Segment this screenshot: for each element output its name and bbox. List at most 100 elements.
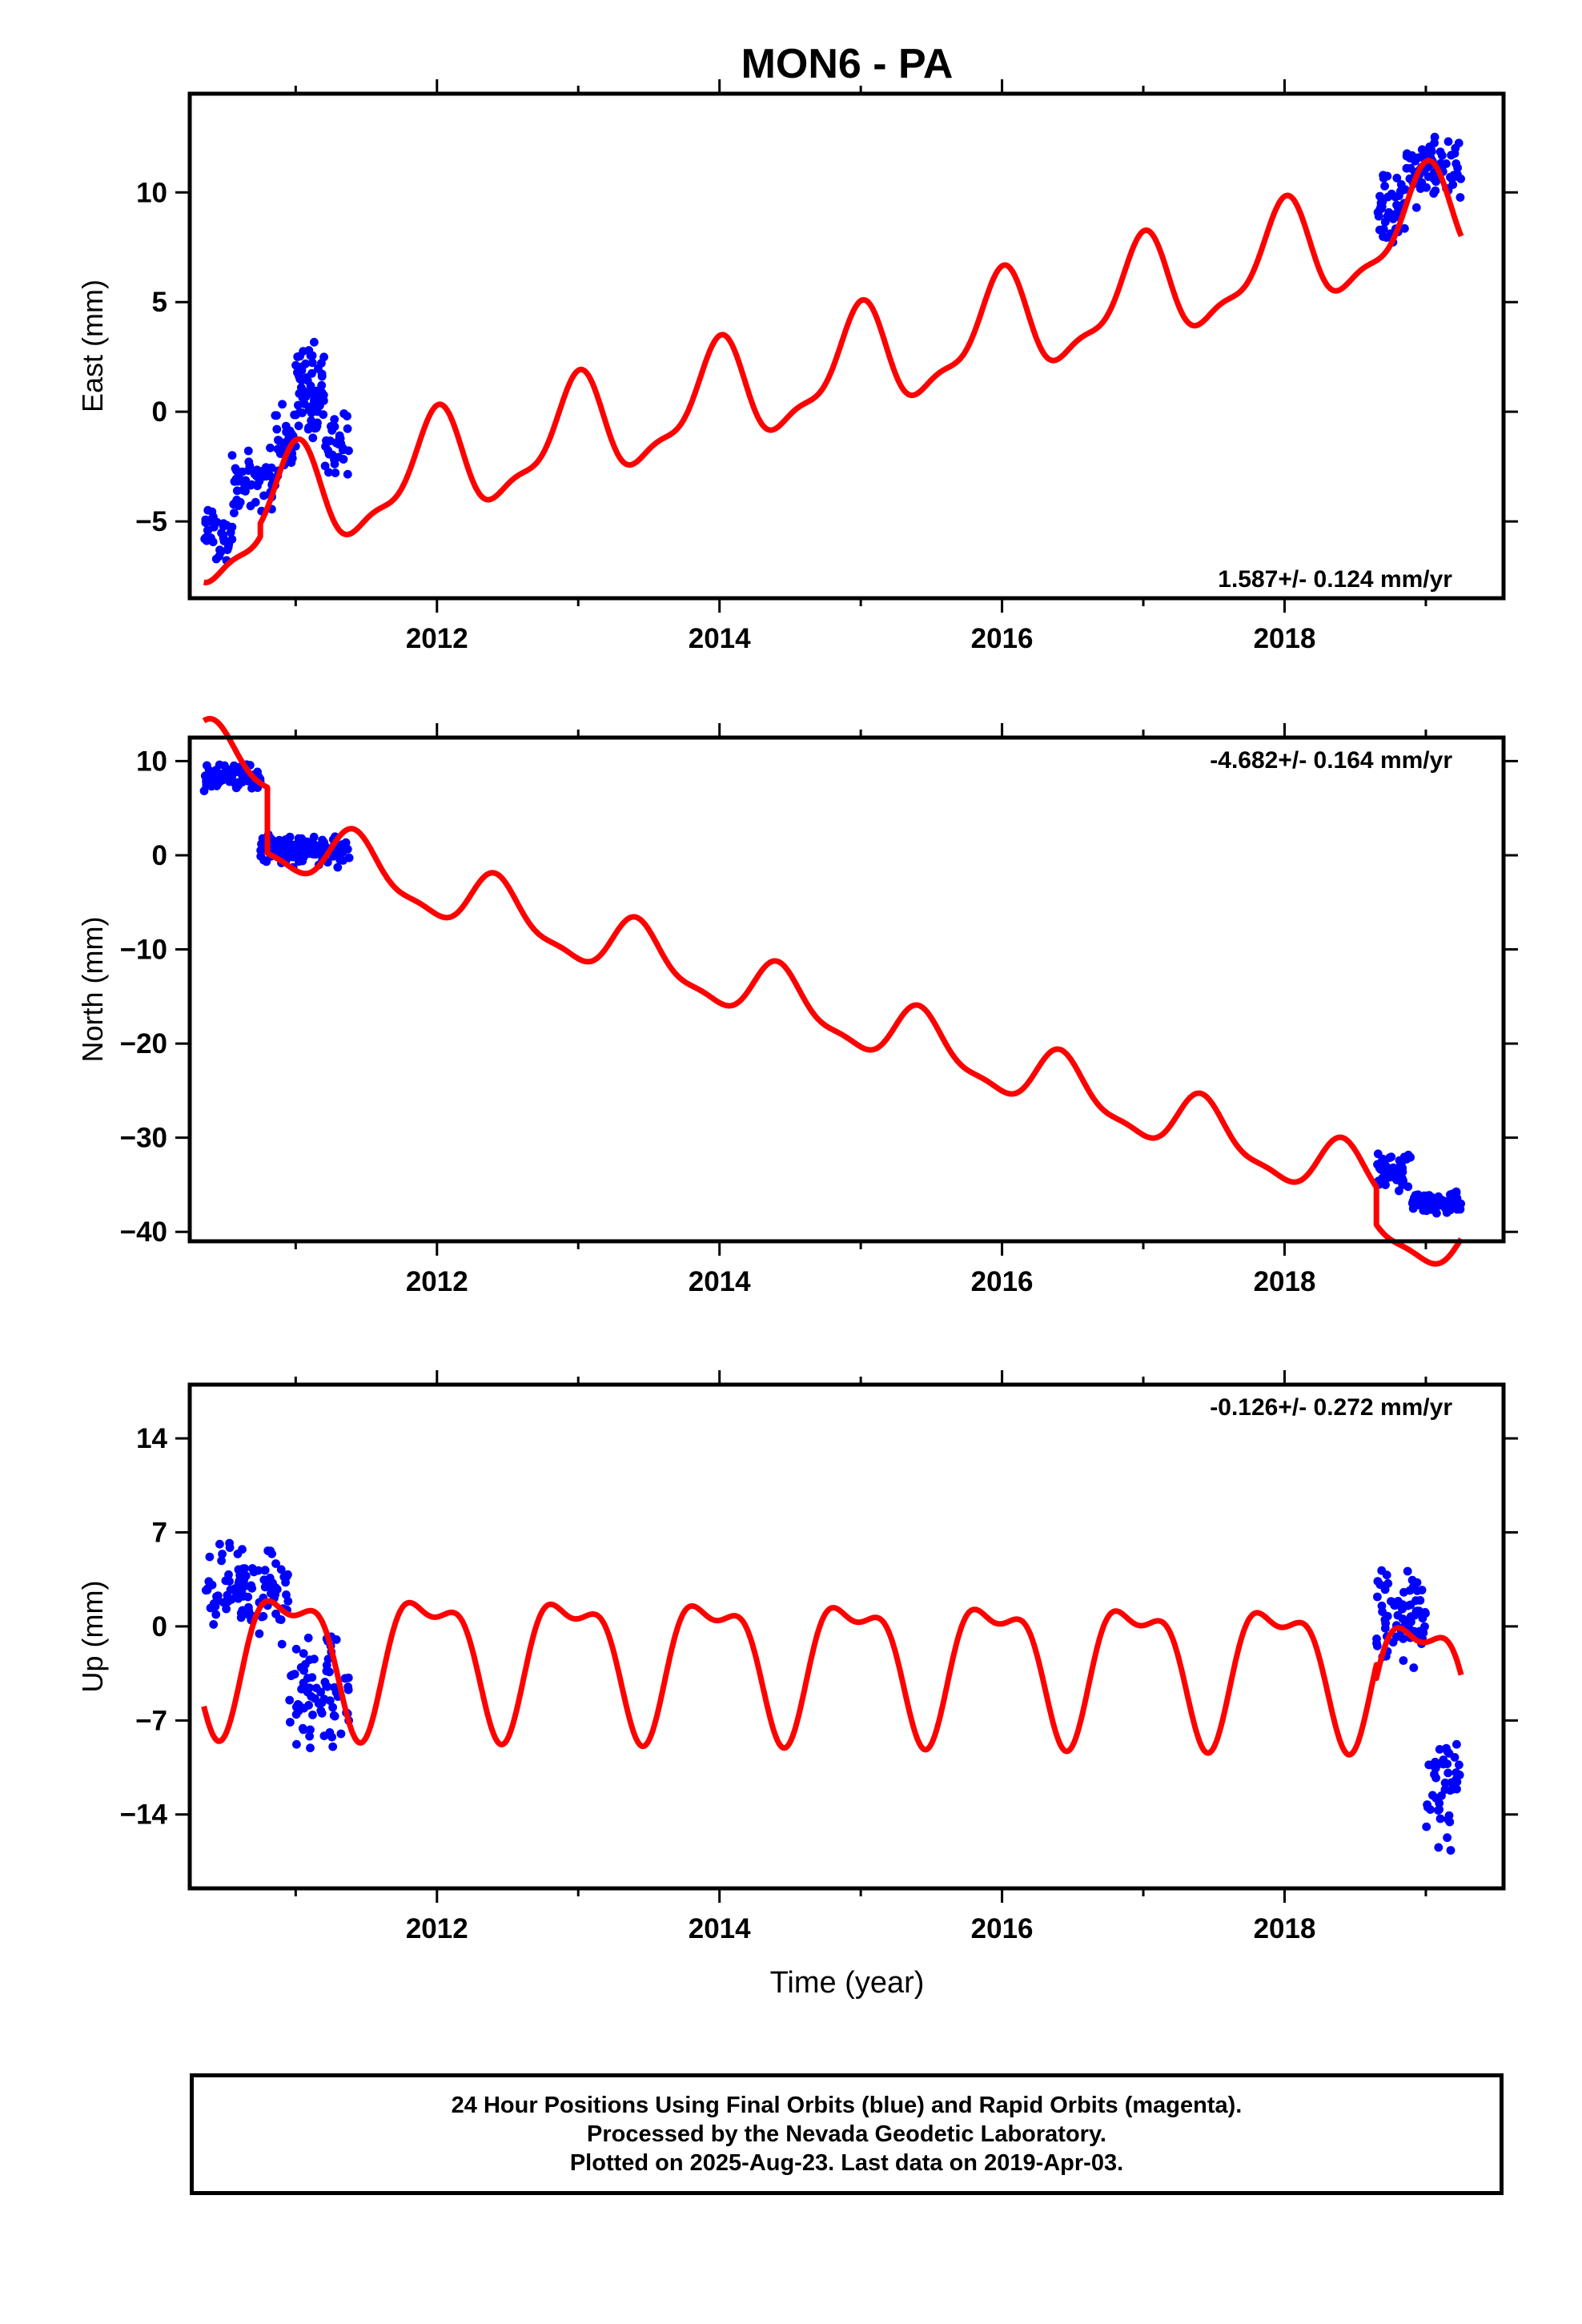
data-point — [1382, 1570, 1391, 1580]
data-point — [1395, 191, 1403, 200]
data-point — [339, 409, 348, 418]
data-point — [282, 428, 291, 436]
data-point — [211, 1602, 220, 1611]
data-point — [203, 761, 211, 770]
data-point — [1380, 217, 1390, 227]
caption-box: 24 Hour Positions Using Final Orbits (bl… — [190, 2073, 1504, 2195]
data-point — [293, 352, 303, 361]
x-tick-label: 2016 — [971, 1913, 1034, 1944]
data-point — [255, 1629, 264, 1638]
data-point — [259, 855, 268, 865]
data-point — [335, 435, 344, 444]
data-point — [1403, 1566, 1412, 1576]
data-point — [286, 839, 295, 849]
data-point — [1411, 203, 1421, 212]
y-axis-label: East (mm) — [76, 279, 109, 412]
data-point — [1453, 163, 1462, 173]
data-point — [271, 1609, 280, 1618]
data-point — [241, 1571, 251, 1581]
data-point — [343, 1683, 353, 1691]
data-point — [319, 1731, 329, 1741]
data-point — [227, 775, 236, 785]
data-point — [1375, 225, 1384, 235]
data-point — [331, 1635, 341, 1644]
data-point — [1408, 1582, 1418, 1592]
data-point — [1437, 1791, 1446, 1800]
data-point — [295, 389, 304, 398]
data-point — [230, 761, 239, 770]
data-point — [305, 1655, 315, 1665]
data-point — [231, 767, 240, 777]
y-tick-label: 0 — [152, 1611, 167, 1642]
data-point — [310, 337, 319, 347]
data-point — [199, 786, 209, 795]
data-point — [307, 1673, 317, 1683]
data-point — [306, 1743, 315, 1753]
data-point — [1398, 1604, 1407, 1614]
data-point — [344, 853, 354, 862]
data-point — [272, 424, 282, 434]
data-point — [330, 460, 339, 468]
data-point — [1443, 1815, 1452, 1824]
y-tick-label: 10 — [136, 177, 167, 208]
data-point — [233, 1550, 243, 1558]
data-point — [1400, 223, 1409, 233]
plot-title: MON6 - PA — [741, 41, 954, 87]
data-point — [1400, 185, 1410, 195]
data-point — [205, 778, 215, 788]
data-point — [204, 517, 214, 526]
data-point — [221, 1576, 231, 1586]
x-tick-label: 2018 — [1254, 623, 1316, 654]
data-point — [339, 455, 348, 464]
data-point — [260, 1582, 270, 1592]
data-point — [1409, 1663, 1419, 1672]
data-point — [1392, 200, 1401, 210]
y-tick-label: 10 — [136, 746, 167, 777]
data-point — [1456, 174, 1465, 183]
data-point — [1398, 1614, 1407, 1623]
x-tick-label: 2014 — [689, 623, 751, 654]
data-point — [1372, 1641, 1382, 1651]
data-point — [243, 446, 253, 456]
data-point — [1452, 1775, 1461, 1784]
data-point — [335, 855, 344, 864]
panel-up: 2012 2014 2016 2018 −14 −7 0 7 14 Up (mm) -0.126+/… — [76, 1370, 1518, 1944]
data-point — [324, 468, 333, 477]
data-point — [317, 1708, 327, 1718]
data-point — [1443, 1833, 1452, 1843]
data-point — [1372, 1634, 1381, 1643]
data-point — [220, 761, 229, 770]
data-point — [296, 845, 305, 854]
data-point — [247, 1583, 257, 1593]
data-point — [259, 491, 268, 501]
data-point — [1420, 1622, 1429, 1631]
data-point — [317, 372, 327, 381]
data-point — [325, 1696, 335, 1706]
data-point — [223, 769, 232, 778]
data-point — [1399, 1634, 1408, 1643]
caption-line-2: Processed by the Nevada Geodetic Laborat… — [587, 2121, 1106, 2147]
data-point — [273, 444, 283, 454]
data-point — [244, 457, 254, 467]
data-point — [328, 851, 338, 861]
data-point — [1430, 139, 1439, 147]
data-point — [1408, 1196, 1418, 1206]
panel-north: 2012 2014 2016 2018 −40 −30 −20 −10 0 10 North (mm… — [76, 715, 1518, 1297]
data-point — [305, 1731, 314, 1741]
data-point — [327, 426, 337, 435]
data-point — [1443, 137, 1453, 147]
data-point — [320, 461, 330, 471]
data-point — [1419, 1191, 1429, 1200]
data-point — [343, 424, 352, 433]
data-point — [273, 838, 283, 848]
data-point — [1380, 1585, 1390, 1594]
caption-line-3: Plotted on 2025-Aug-23. Last data on 201… — [569, 2150, 1124, 2176]
x-tick-label: 2018 — [1254, 1266, 1316, 1297]
data-point — [287, 453, 297, 463]
data-point — [1423, 1803, 1432, 1812]
data-point — [285, 1695, 295, 1705]
data-point — [319, 352, 328, 362]
data-point — [328, 1703, 337, 1712]
data-point — [1406, 1600, 1415, 1610]
model-curve — [202, 715, 1464, 1267]
